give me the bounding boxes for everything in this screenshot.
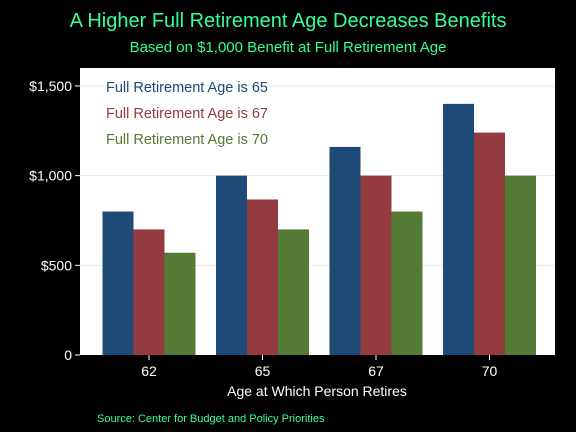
bar: [443, 103, 474, 355]
x-tick-label: 70: [482, 363, 498, 379]
legend-entry: Full Retirement Age is 65: [106, 80, 268, 96]
bar: [216, 175, 247, 355]
bar: [102, 211, 134, 355]
bar: [474, 132, 505, 355]
bar: [247, 199, 278, 355]
bar: [360, 175, 392, 355]
bar: [391, 211, 423, 355]
bar: [164, 252, 196, 355]
bar: [133, 229, 165, 355]
x-axis-label: Age at Which Person Retires: [227, 383, 407, 399]
bars: [102, 103, 536, 355]
chart-title: A Higher Full Retirement Age Decreases B…: [69, 10, 507, 32]
x-axis: 62 65 67 70: [141, 355, 497, 379]
y-tick-label: $1,500: [29, 78, 72, 94]
bar: [329, 146, 361, 355]
y-tick-label: $1,000: [29, 168, 72, 184]
y-tick-label: 0: [64, 347, 72, 363]
source-note: Source: Center for Budget and Policy Pri…: [97, 413, 325, 425]
bar: [278, 229, 309, 355]
x-tick-label: 62: [141, 363, 157, 379]
chart-subtitle: Based on $1,000 Benefit at Full Retireme…: [129, 39, 447, 56]
bar: [505, 175, 536, 355]
y-axis: 0 $500 $1,000 $1,500: [29, 78, 80, 363]
legend-entry: Full Retirement Age is 70: [106, 132, 268, 148]
y-tick-label: $500: [41, 257, 72, 273]
legend-entry: Full Retirement Age is 67: [106, 106, 268, 122]
legend: Full Retirement Age is 65 Full Retirement…: [106, 80, 268, 148]
x-tick-label: 65: [255, 363, 271, 379]
x-tick-label: 67: [368, 363, 384, 379]
